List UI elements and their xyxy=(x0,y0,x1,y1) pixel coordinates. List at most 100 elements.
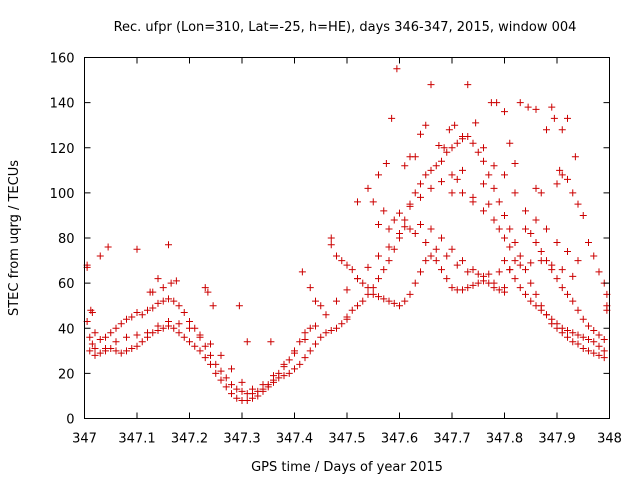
data-point xyxy=(165,295,172,303)
y-tick-label: 60 xyxy=(58,277,75,292)
data-point xyxy=(564,114,571,122)
data-point xyxy=(464,268,472,276)
data-point xyxy=(558,284,566,292)
data-point xyxy=(459,286,466,294)
data-point xyxy=(167,279,175,287)
data-point xyxy=(574,331,582,339)
data-point xyxy=(354,198,361,206)
data-point xyxy=(506,243,514,251)
data-point xyxy=(448,245,456,253)
data-point xyxy=(506,266,514,274)
data-point xyxy=(385,257,393,265)
data-point xyxy=(228,381,235,389)
data-point xyxy=(375,220,382,228)
data-point xyxy=(569,189,577,197)
data-point xyxy=(574,306,582,314)
data-point xyxy=(585,322,592,330)
data-point xyxy=(280,360,288,368)
data-point xyxy=(558,266,566,274)
data-point xyxy=(438,157,445,165)
data-point xyxy=(485,279,493,287)
data-point xyxy=(233,385,241,393)
data-point xyxy=(375,275,382,283)
data-point xyxy=(564,175,571,183)
data-point xyxy=(422,257,430,265)
data-point xyxy=(485,171,493,179)
data-point xyxy=(417,193,424,201)
data-point xyxy=(207,360,214,368)
data-point xyxy=(417,268,424,276)
data-point xyxy=(401,216,409,224)
data-point xyxy=(327,241,335,249)
data-point xyxy=(417,180,424,188)
data-point xyxy=(493,99,501,107)
data-point xyxy=(104,243,112,251)
data-point xyxy=(406,225,414,233)
data-point xyxy=(317,333,325,341)
data-point xyxy=(275,374,283,382)
data-point xyxy=(569,297,577,305)
data-point xyxy=(532,302,540,310)
data-point xyxy=(186,317,193,325)
data-point xyxy=(417,220,424,228)
data-point xyxy=(385,297,393,305)
data-point xyxy=(445,126,453,134)
data-point xyxy=(270,372,277,380)
data-point xyxy=(453,175,461,183)
data-point xyxy=(86,347,94,355)
data-point xyxy=(574,340,582,348)
data-point xyxy=(348,266,356,274)
data-point xyxy=(564,333,571,341)
data-point xyxy=(527,259,535,267)
data-point xyxy=(306,284,314,292)
data-point xyxy=(524,103,532,111)
data-point xyxy=(469,281,477,289)
data-point xyxy=(238,387,246,395)
data-point xyxy=(201,354,209,362)
data-point xyxy=(249,385,256,393)
data-point xyxy=(312,297,319,305)
data-point xyxy=(196,331,204,339)
data-point xyxy=(511,189,519,197)
data-point xyxy=(322,329,330,337)
data-point xyxy=(501,108,508,116)
data-point xyxy=(301,329,309,337)
data-point xyxy=(128,345,136,353)
data-point xyxy=(186,338,193,346)
data-point xyxy=(595,351,603,359)
data-point xyxy=(443,148,451,156)
data-point xyxy=(285,356,293,364)
data-point xyxy=(459,257,466,265)
data-point xyxy=(133,331,141,339)
data-point xyxy=(191,342,199,350)
data-point xyxy=(217,367,225,375)
data-point xyxy=(317,302,325,310)
data-point xyxy=(480,157,487,165)
data-point xyxy=(417,130,424,138)
data-point xyxy=(516,99,524,107)
data-point xyxy=(427,81,435,89)
data-point xyxy=(451,121,459,129)
data-point xyxy=(333,252,340,260)
data-point xyxy=(359,279,367,287)
data-point xyxy=(564,327,571,335)
data-point xyxy=(569,329,577,337)
data-point xyxy=(175,320,183,328)
data-point xyxy=(249,394,256,402)
data-point xyxy=(532,184,540,192)
data-point xyxy=(254,392,262,400)
data-point xyxy=(569,338,577,346)
data-point xyxy=(459,189,466,197)
data-point xyxy=(422,239,430,247)
data-point xyxy=(579,345,587,353)
data-point xyxy=(217,351,225,359)
data-point xyxy=(422,171,430,179)
data-point xyxy=(385,243,393,251)
x-axis-label: GPS time / Days of year 2015 xyxy=(251,460,443,475)
data-point xyxy=(86,333,94,341)
data-point xyxy=(296,338,304,346)
data-point xyxy=(301,336,309,344)
data-point xyxy=(280,372,288,380)
data-point xyxy=(522,207,529,215)
data-point xyxy=(217,376,225,384)
